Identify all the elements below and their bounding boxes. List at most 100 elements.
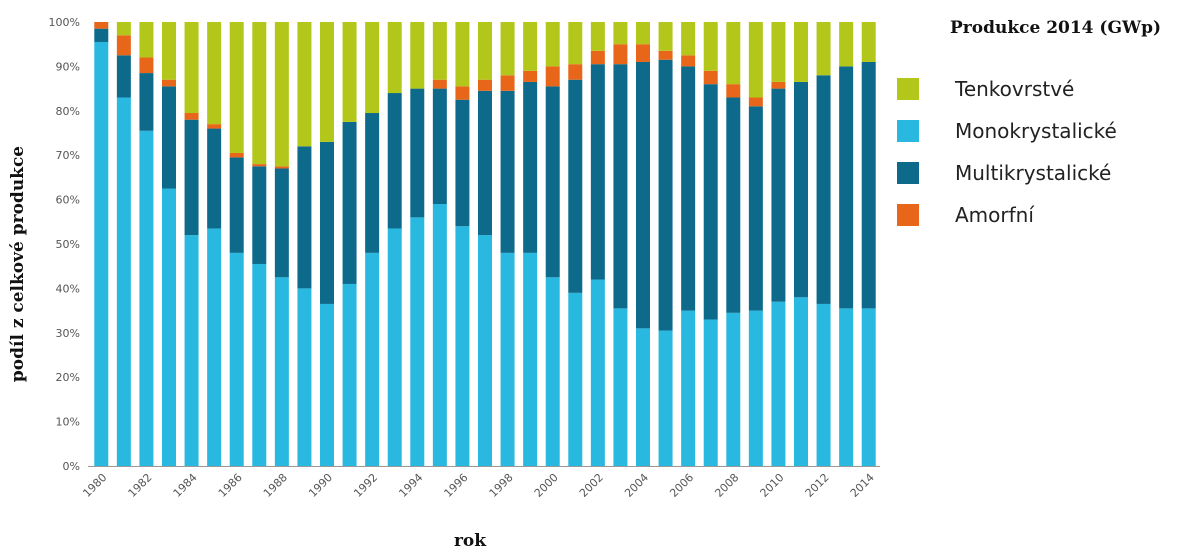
- y-tick-label: 80%: [56, 105, 80, 118]
- bar-segment-2007-3: [703, 22, 718, 71]
- x-tick-label: 1980: [80, 471, 109, 500]
- bar-segment-1986-0: [229, 252, 244, 466]
- bar-segment-1984-1: [184, 119, 199, 236]
- x-tick-label: 2004: [622, 471, 651, 500]
- y-axis-title: podíl z celkové produkce: [8, 146, 28, 382]
- bar-segment-2006-2: [681, 55, 696, 67]
- bar-segment-1995-2: [432, 79, 447, 89]
- bar-segment-1994-1: [410, 88, 425, 218]
- legend: Tenkovrstvé Monokrystalické Multikrystalic…: [897, 77, 1117, 227]
- bar-segment-1996-2: [455, 86, 470, 100]
- bar-segment-2011-1: [794, 81, 808, 298]
- bar-segment-1996-3: [455, 22, 470, 87]
- y-tick-label: 100%: [49, 16, 80, 29]
- bar-segment-1986-1: [229, 157, 244, 253]
- y-tick-label: 90%: [56, 60, 80, 73]
- bar-segment-1983-1: [162, 86, 176, 189]
- bar-segment-1993-0: [387, 228, 402, 466]
- bar-segment-1991-1: [342, 121, 357, 284]
- bar-segment-1990-0: [320, 303, 334, 466]
- bar-segment-2001-2: [568, 64, 583, 80]
- bar-segment-2002-0: [590, 279, 605, 466]
- bar-segment-1995-1: [432, 88, 447, 205]
- bar-segment-1992-3: [365, 22, 380, 114]
- bar-segment-2001-3: [568, 22, 583, 65]
- bar-segment-2003-3: [613, 22, 628, 45]
- x-tick-label: 2008: [712, 471, 741, 500]
- bar-segment-1994-0: [410, 217, 425, 466]
- bar-segment-1987-3: [252, 22, 267, 165]
- bar-segment-2006-1: [681, 66, 696, 311]
- y-tick-label: 50%: [56, 238, 80, 251]
- bar-segment-1999-0: [523, 252, 538, 466]
- bar-segment-1987-1: [252, 166, 267, 264]
- bar-segment-2009-3: [748, 22, 763, 98]
- bar-segment-1985-2: [207, 124, 222, 129]
- bar-segment-2003-2: [613, 44, 628, 65]
- y-tick-label: 70%: [56, 149, 80, 162]
- bar-segment-1998-0: [500, 252, 515, 466]
- bar-segment-1980-0: [94, 41, 109, 466]
- bar-segment-1984-0: [184, 235, 199, 466]
- bar-segment-2011-3: [794, 22, 808, 82]
- legend-title: Produkce 2014 (GWp): [950, 18, 1161, 38]
- bar-segment-1997-3: [478, 22, 492, 80]
- legend-swatch: [897, 204, 919, 226]
- legend-swatch: [897, 78, 919, 100]
- bar-segment-1989-0: [297, 288, 312, 466]
- bar-segment-1997-1: [478, 90, 492, 236]
- x-tick-label: 1992: [351, 471, 380, 500]
- bar-segment-2002-1: [590, 64, 605, 280]
- legend-label: Monokrystalické: [955, 119, 1117, 143]
- bar-segment-2004-3: [636, 22, 650, 45]
- bar-segment-1991-3: [342, 22, 357, 122]
- bar-segment-2007-2: [703, 70, 718, 85]
- bar-segment-2007-0: [703, 319, 718, 466]
- bar-segment-2010-0: [771, 301, 786, 466]
- legend-label: Tenkovrstvé: [954, 77, 1074, 101]
- bar-segment-1999-3: [523, 22, 538, 71]
- x-tick-label: 1996: [442, 471, 471, 500]
- bar-segment-2013-3: [839, 22, 854, 67]
- bar-segment-2005-2: [658, 50, 673, 60]
- bar-segment-1982-3: [139, 22, 154, 58]
- bar-segment-1999-2: [523, 70, 538, 82]
- bar-segment-2004-0: [636, 328, 650, 466]
- y-tick-label: 10%: [56, 416, 80, 429]
- bar-segment-2006-3: [681, 22, 696, 56]
- bar-segment-2000-3: [545, 22, 560, 67]
- bar-segment-1987-2: [252, 164, 267, 167]
- bar-segment-1983-0: [162, 188, 176, 466]
- bar-segment-2001-1: [568, 79, 583, 293]
- bar-segment-2001-0: [568, 292, 583, 466]
- bar-segment-2014-3: [861, 22, 876, 62]
- bar-segment-1989-1: [297, 146, 312, 289]
- bar-segment-1986-3: [229, 22, 244, 153]
- x-tick-label: 2006: [667, 471, 696, 500]
- bar-segment-1999-1: [523, 81, 538, 253]
- bar-segment-1987-0: [252, 263, 267, 466]
- bar-segment-2008-3: [726, 22, 741, 85]
- y-tick-label: 20%: [56, 371, 80, 384]
- bar-segment-2002-3: [590, 22, 605, 51]
- bar-segment-2009-2: [748, 97, 763, 107]
- bars-group: [94, 22, 876, 467]
- bar-segment-1984-3: [184, 22, 199, 114]
- bar-segment-1981-0: [116, 97, 131, 466]
- y-tick-labels: 0% 10% 20% 30% 40% 50% 60% 70% 80% 90% 100%: [49, 16, 80, 473]
- bar-segment-1994-3: [410, 22, 425, 89]
- bar-segment-1988-0: [274, 277, 289, 466]
- bar-segment-2006-0: [681, 310, 696, 466]
- bar-segment-2009-0: [748, 310, 763, 466]
- legend-swatch: [897, 120, 919, 142]
- bar-segment-1988-2: [274, 166, 289, 169]
- bar-segment-1980-2: [94, 22, 109, 29]
- bar-segment-1984-2: [184, 113, 199, 120]
- bar-segment-2000-2: [545, 66, 560, 87]
- bar-segment-2008-2: [726, 84, 741, 98]
- bar-segment-1985-3: [207, 22, 222, 125]
- bar-segment-1995-3: [432, 22, 447, 80]
- bar-segment-1985-1: [207, 128, 222, 229]
- bar-segment-1996-1: [455, 99, 470, 227]
